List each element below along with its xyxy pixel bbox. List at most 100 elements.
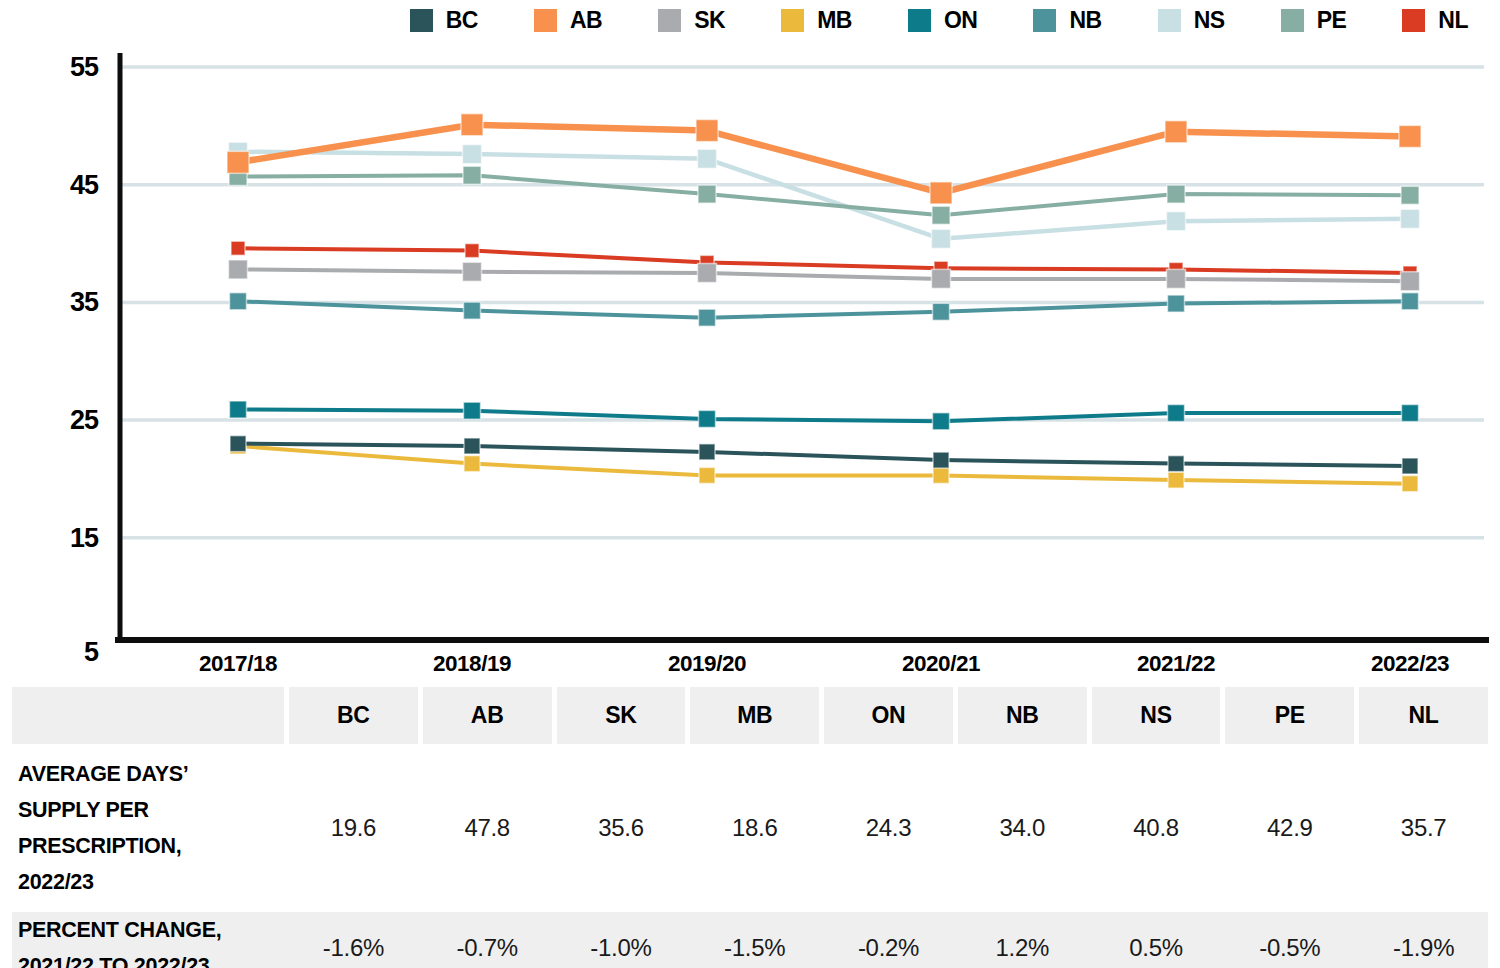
marker-NS-2020-21: [932, 229, 951, 248]
legend-swatch-icon: [410, 9, 433, 32]
series-line-BC: [238, 444, 1410, 466]
y-tick-label-5: 5: [84, 637, 99, 667]
row-label-line: PRESCRIPTION,: [18, 828, 181, 864]
legend-label: PE: [1317, 7, 1347, 34]
marker-NS-2022-23: [1401, 209, 1420, 228]
marker-AB-2022-23: [1399, 125, 1421, 147]
legend-label: NS: [1194, 7, 1225, 34]
marker-ON-2022-23: [1402, 405, 1419, 422]
table-header-NL: NL: [1359, 687, 1488, 744]
marker-AB-2017-18: [227, 151, 249, 173]
legend-swatch-icon: [1281, 9, 1304, 32]
data-table: BCABSKMBONNBNSPENLAVERAGE DAYS’SUPPLY PE…: [12, 687, 1488, 968]
table-header-ON: ON: [824, 687, 953, 744]
marker-NS-2018-19: [463, 145, 482, 164]
legend-item-MB: MB: [781, 7, 852, 34]
line-chart: 554535251552017/182018/192019/202020/212…: [0, 0, 1500, 680]
marker-BC-2020-21: [933, 452, 949, 468]
marker-NL-2018-19: [465, 244, 479, 258]
marker-AB-2020-21: [930, 182, 952, 204]
marker-BC-2019-20: [699, 444, 715, 460]
marker-SK-2021-22: [1167, 269, 1186, 288]
marker-SK-2017-18: [229, 260, 248, 279]
row-label: PERCENT CHANGE,2021/22 TO 2022/23: [12, 912, 284, 968]
legend-item-AB: AB: [534, 7, 602, 34]
marker-AB-2021-22: [1165, 121, 1187, 143]
y-tick-label-35: 35: [70, 287, 99, 317]
legend-item-NB: NB: [1033, 7, 1101, 34]
x-tick-label-2022-23: 2022/23: [1371, 651, 1449, 676]
x-tick-label-2021-22: 2021/22: [1137, 651, 1215, 676]
days-supply-chart-page: BCABSKMBONNBNSPENL 554535251552017/18201…: [0, 0, 1500, 968]
x-tick-label-2018-19: 2018/19: [433, 651, 511, 676]
marker-SK-2019-20: [698, 263, 717, 282]
legend-swatch-icon: [1402, 9, 1425, 32]
table-cell-NS-row1: 0.5%: [1092, 912, 1221, 968]
marker-NB-2018-19: [464, 302, 481, 319]
legend-item-ON: ON: [908, 7, 978, 34]
table-header-MB: MB: [690, 687, 819, 744]
table-header-NB: NB: [958, 687, 1087, 744]
marker-ON-2021-22: [1168, 405, 1185, 422]
table-cell-NL-row1: -1.9%: [1359, 912, 1488, 968]
table-cell-BC-row0: 19.6: [289, 746, 418, 910]
table-header-PE: PE: [1225, 687, 1354, 744]
table-cell-NL-row0: 35.7: [1359, 746, 1488, 910]
table-cell-SK-row0: 35.6: [557, 746, 686, 910]
marker-MB-2021-22: [1168, 472, 1184, 488]
legend-item-NS: NS: [1158, 7, 1225, 34]
x-tick-label-2019-20: 2019/20: [668, 651, 746, 676]
legend-item-PE: PE: [1281, 7, 1347, 34]
table-cell-NB-row1: 1.2%: [958, 912, 1087, 968]
chart-legend: BC AB SK MB ON NB NS PE NL: [0, 4, 1468, 36]
marker-BC-2017-18: [230, 436, 246, 452]
marker-ON-2017-18: [230, 401, 247, 418]
legend-swatch-icon: [908, 9, 931, 32]
table-cell-MB-row1: -1.5%: [690, 912, 819, 968]
legend-swatch-icon: [534, 9, 557, 32]
table-cell-AB-row0: 47.8: [423, 746, 552, 910]
series-line-PE: [238, 175, 1410, 215]
legend-item-SK: SK: [658, 7, 725, 34]
marker-PE-2018-19: [463, 166, 481, 184]
marker-NB-2017-18: [230, 293, 247, 310]
table-header-SK: SK: [557, 687, 686, 744]
marker-MB-2019-20: [699, 467, 715, 483]
marker-ON-2020-21: [933, 413, 950, 430]
table-header-AB: AB: [423, 687, 552, 744]
legend-swatch-icon: [781, 9, 804, 32]
row-label-line: 2021/22 TO 2022/23: [18, 948, 209, 968]
y-tick-label-45: 45: [70, 170, 99, 200]
legend-swatch-icon: [1158, 9, 1181, 32]
row-label-line: AVERAGE DAYS’: [18, 756, 189, 792]
marker-ON-2019-20: [699, 410, 716, 427]
table-row-0: AVERAGE DAYS’SUPPLY PERPRESCRIPTION,2022…: [12, 746, 1488, 910]
table-cell-MB-row0: 18.6: [690, 746, 819, 910]
table-cell-BC-row1: -1.6%: [289, 912, 418, 968]
row-label: AVERAGE DAYS’SUPPLY PERPRESCRIPTION,2022…: [12, 746, 284, 910]
marker-ON-2018-19: [464, 402, 481, 419]
table-corner-cell: [12, 687, 284, 744]
table-header-row: BCABSKMBONNBNSPENL: [12, 687, 1488, 744]
x-tick-label-2020-21: 2020/21: [902, 651, 980, 676]
table-cell-NB-row0: 34.0: [958, 746, 1087, 910]
legend-swatch-icon: [1033, 9, 1056, 32]
row-label-line: 2022/23: [18, 864, 94, 900]
legend-label: AB: [570, 7, 602, 34]
legend-item-BC: BC: [410, 7, 478, 34]
legend-label: MB: [817, 7, 852, 34]
table-cell-PE-row0: 42.9: [1225, 746, 1354, 910]
legend-swatch-icon: [658, 9, 681, 32]
series-line-AB: [238, 125, 1410, 193]
legend-label: NL: [1438, 7, 1468, 34]
row-label-line: PERCENT CHANGE,: [18, 912, 221, 948]
marker-BC-2018-19: [464, 438, 480, 454]
marker-PE-2022-23: [1401, 186, 1419, 204]
marker-NS-2021-22: [1167, 212, 1186, 231]
marker-SK-2018-19: [463, 262, 482, 281]
table-cell-AB-row1: -0.7%: [423, 912, 552, 968]
marker-PE-2020-21: [932, 206, 950, 224]
marker-PE-2019-20: [698, 185, 716, 203]
marker-AB-2018-19: [461, 114, 483, 136]
marker-MB-2020-21: [933, 467, 949, 483]
